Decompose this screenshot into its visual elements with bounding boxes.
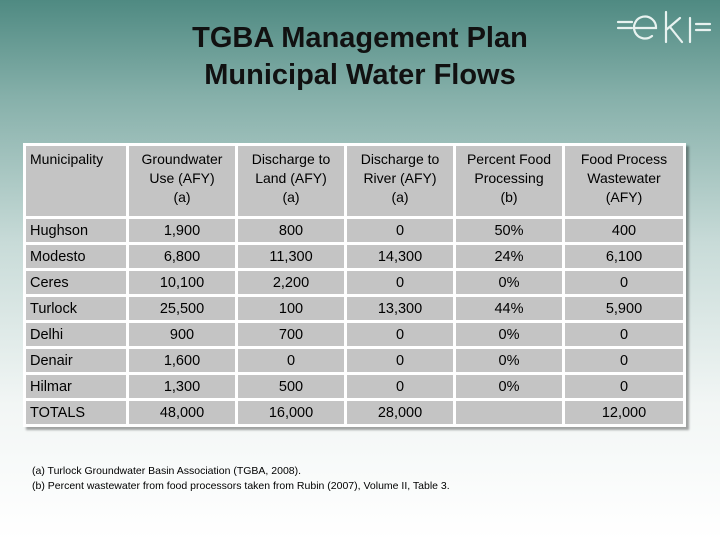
value-cell: 5,900 [565,297,683,320]
header-line: Discharge to [360,151,440,167]
value-cell: 900 [129,323,235,346]
value-cell: 2,200 [238,271,344,294]
value-cell: 0 [347,323,453,346]
header-line: Food Process [580,151,668,167]
table-row: Ceres 10,100 2,200 0 0% 0 [26,271,683,294]
value-cell: 400 [565,219,683,242]
header-line: (a) [391,189,409,205]
footnote-a: (a) Turlock Groundwater Basin Associatio… [32,465,302,477]
value-cell: 0 [565,323,683,346]
value-cell: 0 [565,349,683,372]
value-cell: 24% [456,245,562,268]
value-cell: 1,900 [129,219,235,242]
header-line: (b) [500,189,518,205]
table-row: Denair 1,600 0 0 0% 0 [26,349,683,372]
water-flows-table: Municipality Groundwater Use (AFY) (a) Disch… [23,143,686,427]
value-cell: 0 [347,375,453,398]
footnotes: (a) Turlock Groundwater Basin Associatio… [32,464,450,494]
value-cell: 13,300 [347,297,453,320]
footnote-b: (b) Percent wastewater from food process… [32,480,450,492]
value-cell: 44% [456,297,562,320]
header-line: Groundwater [141,151,223,167]
header-line: Percent Food [466,151,552,167]
header-cell: Discharge to Land (AFY) (a) [238,146,344,216]
table-row: Hilmar 1,300 500 0 0% 0 [26,375,683,398]
header-line: Processing [474,170,544,186]
value-cell: 800 [238,219,344,242]
value-cell: 700 [238,323,344,346]
header-line: Use (AFY) [149,170,215,186]
value-cell: 48,000 [129,401,235,424]
title-line-2: Municipal Water Flows [204,59,516,91]
municipality-cell: TOTALS [26,401,126,424]
value-cell: 1,300 [129,375,235,398]
header-cell: Discharge to River (AFY) (a) [347,146,453,216]
title-line-1: TGBA Management Plan [192,22,528,54]
value-cell: 6,100 [565,245,683,268]
value-cell: 16,000 [238,401,344,424]
table-row: TOTALS 48,000 16,000 28,000 12,000 [26,401,683,424]
header-line: Discharge to [251,151,331,167]
value-cell: 0% [456,375,562,398]
value-cell: 0 [565,271,683,294]
table-row: Modesto 6,800 11,300 14,300 24% 6,100 [26,245,683,268]
header-cell: Groundwater Use (AFY) (a) [129,146,235,216]
value-cell: 0 [347,349,453,372]
value-cell: 0 [347,219,453,242]
value-cell: 500 [238,375,344,398]
value-cell: 28,000 [347,401,453,424]
header-line: Land (AFY) [255,170,327,186]
value-cell: 0 [347,271,453,294]
value-cell: 11,300 [238,245,344,268]
header-row: Municipality Groundwater Use (AFY) (a) Disch… [26,146,683,216]
value-cell: 12,000 [565,401,683,424]
municipality-cell: Hilmar [26,375,126,398]
municipality-cell: Modesto [26,245,126,268]
municipality-cell: Ceres [26,271,126,294]
value-cell: 1,600 [129,349,235,372]
value-cell: 0% [456,349,562,372]
header-line: (a) [282,189,300,205]
value-cell: 0 [565,375,683,398]
water-flows-table-wrap: Municipality Groundwater Use (AFY) (a) Disch… [23,143,686,427]
municipality-cell: Hughson [26,219,126,242]
municipality-cell: Denair [26,349,126,372]
value-cell: 0 [238,349,344,372]
slide-title: TGBA Management Plan Municipal Water Flo… [110,20,610,94]
eki-logo [616,10,712,44]
value-cell: 0% [456,323,562,346]
header-line: River (AFY) [363,170,437,186]
header-line: Wastewater [587,170,661,186]
table-row: Hughson 1,900 800 0 50% 400 [26,219,683,242]
municipality-cell: Turlock [26,297,126,320]
municipality-cell: Delhi [26,323,126,346]
table-row: Turlock 25,500 100 13,300 44% 5,900 [26,297,683,320]
header-cell: Percent Food Processing (b) [456,146,562,216]
value-cell: 10,100 [129,271,235,294]
header-line: Municipality [30,151,104,167]
table-row: Delhi 900 700 0 0% 0 [26,323,683,346]
value-cell: 14,300 [347,245,453,268]
value-cell: 100 [238,297,344,320]
header-line: (a) [173,189,191,205]
header-line: (AFY) [605,189,643,205]
header-cell: Food Process Wastewater (AFY) [565,146,683,216]
header-cell: Municipality [26,146,126,216]
value-cell: 50% [456,219,562,242]
value-cell: 6,800 [129,245,235,268]
value-cell [456,401,562,424]
value-cell: 0% [456,271,562,294]
value-cell: 25,500 [129,297,235,320]
